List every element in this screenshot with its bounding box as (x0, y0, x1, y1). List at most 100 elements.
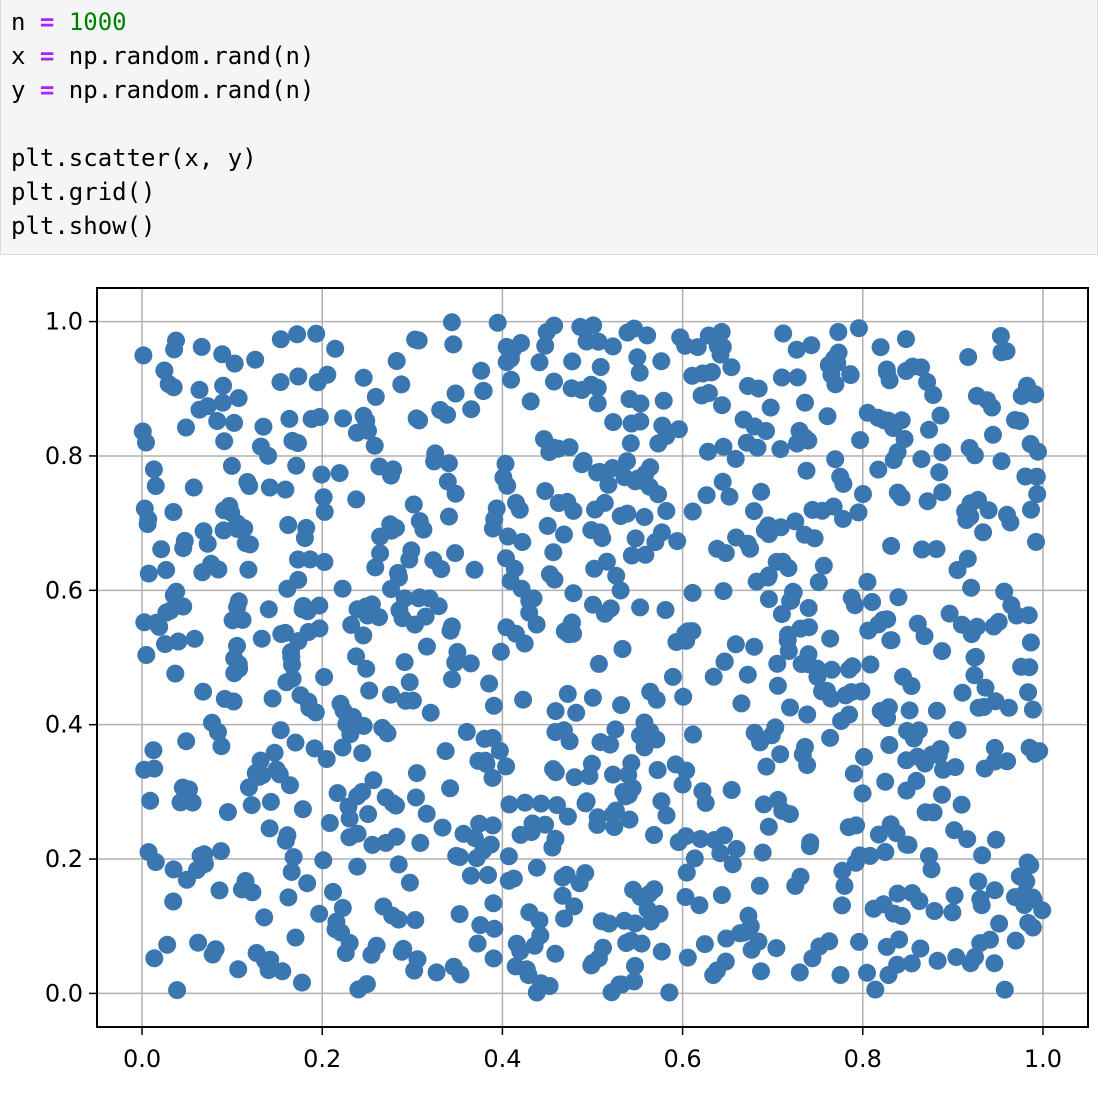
scatter-point (895, 430, 914, 448)
scatter-point (945, 886, 964, 905)
scatter-point (565, 897, 584, 916)
scatter-point (603, 459, 622, 477)
scatter-point (206, 940, 225, 959)
scatter-point (985, 738, 1004, 757)
scatter-point (795, 428, 814, 447)
scatter-point (669, 833, 688, 852)
scatter-point (704, 966, 723, 985)
scatter-point (487, 499, 506, 518)
scatter-point (481, 835, 500, 854)
scatter-point (998, 752, 1017, 771)
scatter-point (499, 527, 517, 546)
scatter-point (239, 560, 258, 579)
scatter-point (668, 532, 687, 551)
scatter-point (440, 507, 458, 526)
scatter-point (225, 354, 244, 373)
scatter-point (846, 853, 865, 872)
scatter-point (150, 617, 169, 636)
scatter-point (791, 619, 810, 638)
code-line: n = 1000 (11, 5, 314, 39)
scatter-point (278, 579, 297, 598)
scatter-point (392, 375, 411, 394)
scatter-point (242, 796, 261, 815)
scatter-point (468, 934, 487, 953)
scatter-point (259, 961, 278, 980)
scatter-point (157, 561, 176, 579)
scatter-point (588, 378, 607, 397)
scatter-point (792, 655, 811, 673)
scatter-point (832, 712, 851, 730)
code-editor[interactable]: n = 1000 x = np.random.rand(n) y = np.rand… (11, 5, 314, 243)
scatter-point (677, 761, 696, 780)
scatter-point (652, 942, 671, 961)
scatter-point (606, 801, 625, 820)
scatter-point (635, 508, 654, 526)
scatter-point (213, 393, 232, 412)
scatter-point (835, 876, 854, 895)
scatter-point (995, 980, 1014, 999)
scatter-point (620, 810, 639, 829)
scatter-point (720, 487, 739, 506)
scatter-point (924, 803, 943, 822)
scatter-point (499, 847, 518, 866)
scatter-point (281, 776, 299, 795)
scatter-point (1012, 657, 1031, 676)
scatter-point (407, 764, 426, 783)
scatter-point (135, 613, 154, 632)
code-cell[interactable]: n = 1000 x = np.random.rand(n) y = np.rand… (0, 0, 1098, 255)
scatter-point (344, 708, 362, 726)
scatter-point (210, 881, 229, 900)
scatter-point (371, 544, 390, 563)
scatter-point (202, 554, 221, 573)
scatter-point (745, 637, 764, 656)
scatter-point (632, 934, 651, 953)
scatter-point (282, 643, 300, 662)
scatter-point (771, 745, 790, 764)
scatter-point (145, 759, 164, 778)
scatter-point (821, 728, 840, 747)
scatter-point (962, 625, 981, 644)
scatter-point (871, 701, 890, 720)
scatter-point (622, 546, 641, 565)
scatter-point (499, 871, 518, 890)
scatter-point (890, 930, 909, 949)
scatter-point (1022, 500, 1040, 519)
scatter-point (796, 393, 814, 412)
scatter-point (347, 490, 366, 509)
scatter-point (214, 521, 233, 540)
scatter-point (336, 944, 355, 962)
scatter-point (654, 391, 673, 410)
scatter-point (477, 754, 496, 773)
scatter-point (576, 864, 595, 883)
scatter-point (900, 701, 919, 720)
scatter-point (859, 621, 878, 640)
scatter-point (879, 966, 898, 984)
scatter-point (842, 588, 861, 607)
scatter-point (496, 454, 515, 473)
scatter-point (748, 438, 767, 457)
scatter-point (797, 461, 816, 480)
scatter-point (772, 605, 791, 624)
code-operator: = (39, 76, 55, 104)
scatter-point (1007, 606, 1026, 625)
scatter-point (607, 566, 626, 585)
scatter-point (516, 793, 535, 812)
scatter-point (425, 452, 444, 471)
scatter-point (169, 632, 188, 651)
scatter-point (1010, 867, 1029, 886)
scatter-point (544, 438, 563, 457)
scatter-point (791, 867, 810, 886)
scatter-point (247, 944, 266, 962)
scatter-point (507, 493, 525, 512)
scatter-point (236, 872, 255, 890)
scatter-point (156, 635, 174, 654)
code-line (11, 107, 314, 141)
scatter-point (194, 682, 213, 701)
scatter-point (347, 423, 366, 442)
scatter-point (515, 634, 534, 653)
scatter-point (209, 723, 227, 741)
scatter-point (381, 515, 400, 534)
scatter-point (604, 413, 623, 432)
scatter-point (436, 742, 455, 761)
scatter-point (265, 743, 284, 762)
